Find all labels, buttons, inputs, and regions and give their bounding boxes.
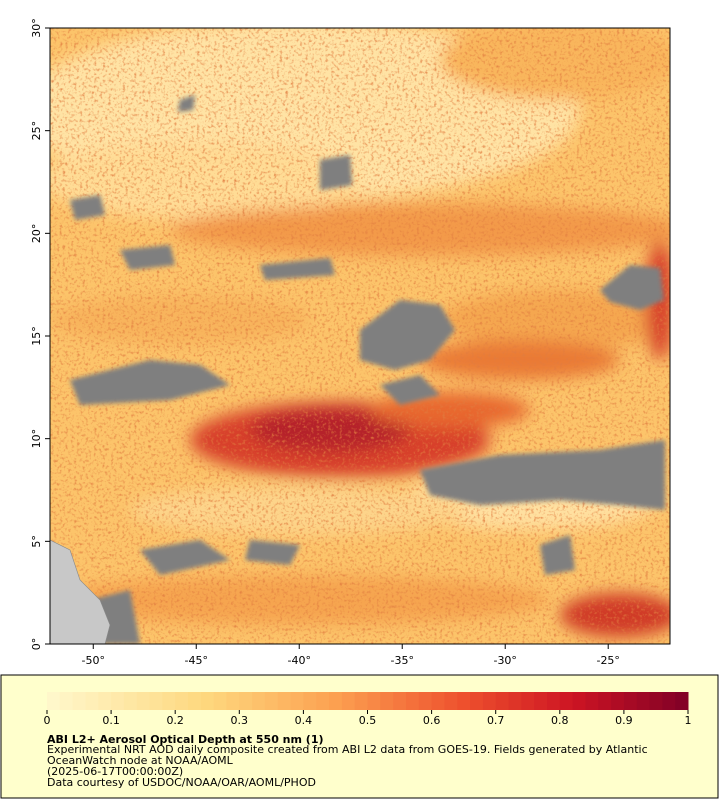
colorbar-tick-label: 0.6 bbox=[423, 714, 441, 727]
colorbar-step bbox=[98, 692, 112, 710]
x-tick-label: -50° bbox=[82, 654, 105, 667]
colorbar-step bbox=[239, 692, 253, 710]
colorbar-step bbox=[175, 692, 189, 710]
colorbar-step bbox=[521, 692, 535, 710]
colorbar-tick-label: 0.3 bbox=[231, 714, 249, 727]
colorbar-step bbox=[162, 692, 176, 710]
colorbar-step bbox=[393, 692, 407, 710]
colorbar-step bbox=[572, 692, 586, 710]
colorbar-step bbox=[444, 692, 458, 710]
colorbar-step bbox=[457, 692, 471, 710]
colorbar-tick-label: 0.7 bbox=[487, 714, 505, 727]
colorbar-step bbox=[649, 692, 663, 710]
y-tick-label: 20° bbox=[30, 224, 43, 244]
colorbar-step bbox=[418, 692, 433, 710]
aod-field bbox=[50, 28, 670, 644]
colorbar-step bbox=[405, 692, 420, 710]
colorbar-step bbox=[534, 692, 548, 710]
y-tick-label: 30° bbox=[30, 18, 43, 38]
colorbar-tick-label: 0 bbox=[44, 714, 51, 727]
x-tick-label: -35° bbox=[390, 654, 413, 667]
x-tick-label: -40° bbox=[288, 654, 311, 667]
colorbar-step bbox=[188, 692, 202, 710]
y-tick-label: 5° bbox=[30, 535, 43, 548]
colorbar-step bbox=[47, 692, 61, 710]
colorbar-step bbox=[470, 692, 484, 710]
colorbar-step bbox=[341, 692, 356, 710]
caption-line: Experimental NRT AOD daily composite cre… bbox=[47, 743, 648, 756]
colorbar-step bbox=[559, 692, 574, 710]
caption-line: OceanWatch node at NOAA/AOML bbox=[47, 754, 234, 767]
colorbar-tick-label: 0.8 bbox=[551, 714, 569, 727]
colorbar-tick-label: 1 bbox=[685, 714, 692, 727]
caption-line: (2025-06-17T00:00:00Z) bbox=[47, 765, 183, 778]
colorbar-step bbox=[264, 692, 279, 710]
colorbar-step bbox=[354, 692, 368, 710]
y-tick-label: 10° bbox=[30, 429, 43, 449]
y-tick-label: 0° bbox=[30, 638, 43, 651]
colorbar-step bbox=[252, 692, 266, 710]
colorbar-step bbox=[213, 692, 227, 710]
colorbar-step bbox=[623, 692, 638, 710]
colorbar-step bbox=[316, 692, 330, 710]
y-tick-label: 15° bbox=[30, 326, 43, 346]
colorbar-step bbox=[636, 692, 651, 710]
colorbar-step bbox=[495, 692, 510, 710]
x-tick-label: -45° bbox=[185, 654, 208, 667]
colorbar-step bbox=[585, 692, 599, 710]
colorbar-step bbox=[59, 692, 74, 710]
colorbar-step bbox=[508, 692, 522, 710]
colorbar-step bbox=[85, 692, 99, 710]
colorbar-step bbox=[111, 692, 125, 710]
colorbar-step bbox=[329, 692, 343, 710]
colorbar-step bbox=[546, 692, 561, 710]
axes: -50° -45° -40° -35° -30° -25° 0° 5° 10° 15° 20° 25°… bbox=[30, 18, 620, 667]
colorbar-step bbox=[303, 692, 317, 710]
y-tick-label: 25° bbox=[30, 121, 43, 141]
colorbar-tick-label: 0.4 bbox=[295, 714, 313, 727]
colorbar-tick-label: 0.2 bbox=[166, 714, 184, 727]
colorbar-tick-label: 0.1 bbox=[102, 714, 120, 727]
caption-line: Data courtesy of USDOC/NOAA/OAR/AOML/PHO… bbox=[47, 776, 316, 789]
colorbar-step bbox=[226, 692, 240, 710]
colorbar-step bbox=[200, 692, 215, 710]
colorbar-step bbox=[482, 692, 497, 710]
colorbar-step bbox=[123, 692, 138, 710]
colorbar-step bbox=[149, 692, 163, 710]
colorbar-step bbox=[367, 692, 381, 710]
x-tick-label: -30° bbox=[493, 654, 516, 667]
colorbar-step bbox=[675, 692, 689, 710]
colorbar-step bbox=[662, 692, 676, 710]
colorbar-step bbox=[72, 692, 86, 710]
colorbar-step bbox=[277, 692, 292, 710]
colorbar-step bbox=[598, 692, 612, 710]
caption-title: ABI L2+ Aerosol Optical Depth at 550 nm … bbox=[47, 733, 324, 746]
x-tick-label: -25° bbox=[596, 654, 619, 667]
colorbar: 0 0.1 0.2 0.3 0.4 0.5 0.6 0.7 0.8 0.9 1 bbox=[44, 692, 692, 727]
colorbar-step bbox=[380, 692, 394, 710]
colorbar-tick-label: 0.5 bbox=[359, 714, 377, 727]
colorbar-step bbox=[136, 692, 151, 710]
colorbar-step bbox=[290, 692, 304, 710]
colorbar-step bbox=[431, 692, 445, 710]
colorbar-step bbox=[611, 692, 625, 710]
colorbar-tick-label: 0.9 bbox=[615, 714, 633, 727]
